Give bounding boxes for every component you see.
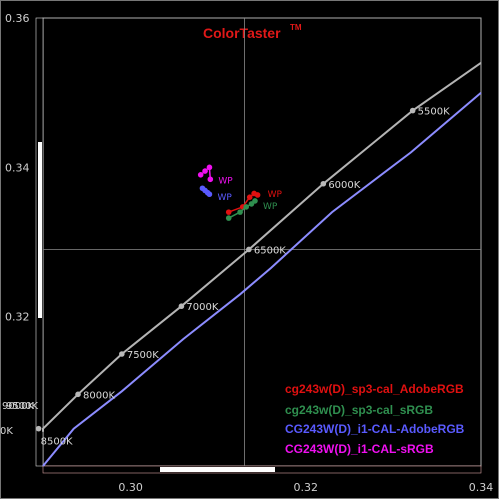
series-1-point-1 xyxy=(225,209,232,215)
series-4-path xyxy=(200,165,212,180)
horizontal-scrollbar-thumb[interactable] xyxy=(160,467,275,472)
legend-entry-2: cg243w(D)_sp3-cal_sRGB xyxy=(285,403,433,417)
series-2-point-5 xyxy=(252,198,258,204)
legend-entry-3: CG243W(D)_i1-CAL-AdobeRGB xyxy=(285,422,465,436)
series-1-point-5 xyxy=(254,192,261,198)
planck-label-7000k: 7000K xyxy=(186,302,218,313)
legend: cg243w(D)_sp3-cal_AdobeRGB cg243w(D)_sp3… xyxy=(285,382,465,456)
series-4-point-2 xyxy=(202,168,208,174)
planck-point-6500k xyxy=(246,246,252,253)
planck-label-6000k: 6000K xyxy=(328,180,360,191)
planck-point-6000k xyxy=(320,180,327,187)
legend-entry-4: CG243W(D)_i1-CAL-sRGB xyxy=(285,442,434,456)
x-tick-label-0.34: 0.34 xyxy=(469,481,494,494)
series-4: WP xyxy=(197,164,233,186)
series-2-point-1 xyxy=(225,215,232,221)
planck-point-5500k xyxy=(409,107,416,114)
planck-label-5500k: 5500K xyxy=(418,107,450,118)
vertical-scrollbar-thumb[interactable] xyxy=(38,142,42,318)
planck-point-8000k xyxy=(75,391,81,398)
series-1-wp-label: WP xyxy=(268,190,283,200)
series-4-point-4 xyxy=(207,176,214,183)
cut-label-0k: 0K xyxy=(0,426,13,437)
chart-title-trademark: TM xyxy=(290,23,302,32)
y-tick-label-0.32: 0.32 xyxy=(5,311,30,324)
y-tick-label-0.36: 0.36 xyxy=(5,12,30,25)
series-2-wp-label: WP xyxy=(263,202,278,212)
daylight-locus-line xyxy=(42,91,482,467)
series-1-point-3 xyxy=(246,194,253,200)
series-2-point-2 xyxy=(237,209,243,215)
series-2-point-3 xyxy=(243,204,250,210)
y-tick-label-0.34: 0.34 xyxy=(5,161,30,174)
planck-label-8500k: 8500K xyxy=(41,437,73,448)
planck-point-7500k xyxy=(119,351,125,357)
series-4-point-1 xyxy=(197,172,204,178)
planck-point-8500k xyxy=(35,425,42,432)
planck-label-7500k: 7500K xyxy=(127,350,159,361)
planck-label-6500k: 6500K xyxy=(254,245,286,256)
series-4-point-3 xyxy=(206,164,213,171)
series-4-wp-label: WP xyxy=(218,176,233,186)
chart-title: ColorTaster xyxy=(203,25,281,41)
series-2: WP xyxy=(225,198,278,221)
cut-label-9000k: 9000K xyxy=(2,401,34,412)
x-tick-label-0.32: 0.32 xyxy=(294,481,319,494)
series-3-point-4 xyxy=(206,191,213,198)
planck-label-8000k: 8000K xyxy=(83,390,115,401)
series-3-wp-label: WP xyxy=(217,193,232,203)
planck-point-7000k xyxy=(178,303,185,310)
cut-label-9500k: 9500K xyxy=(6,401,38,412)
legend-entry-1: cg243w(D)_sp3-cal_AdobeRGB xyxy=(285,382,464,396)
series-3: WP xyxy=(199,185,232,203)
x-tick-label-0.30: 0.30 xyxy=(118,481,143,494)
